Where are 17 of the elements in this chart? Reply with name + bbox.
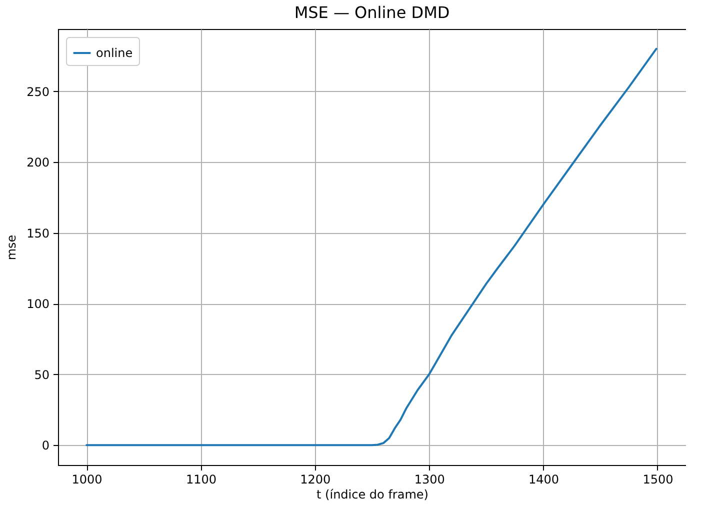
y-tick-label: 150: [26, 226, 50, 240]
x-axis-title: t (índice do frame): [316, 488, 428, 502]
x-tick-label: 1300: [414, 472, 445, 486]
y-tick-label: 250: [26, 84, 50, 99]
x-tick-label: 1400: [528, 472, 560, 486]
y-tick-label: 0: [42, 438, 50, 453]
y-tick-label: 50: [34, 368, 50, 382]
legend-label: online: [96, 46, 133, 60]
chart-title: MSE — Online DMD: [294, 3, 450, 22]
x-tick-label: 1000: [72, 472, 102, 486]
x-tick-label: 1500: [642, 472, 674, 486]
y-tick-label: 100: [26, 297, 50, 312]
y-axis-title: mse: [4, 234, 19, 260]
y-tick-label: 200: [26, 156, 50, 170]
x-tick-label: 1200: [300, 472, 331, 486]
x-tick-label: 1100: [186, 472, 216, 486]
line-series: [86, 48, 658, 446]
